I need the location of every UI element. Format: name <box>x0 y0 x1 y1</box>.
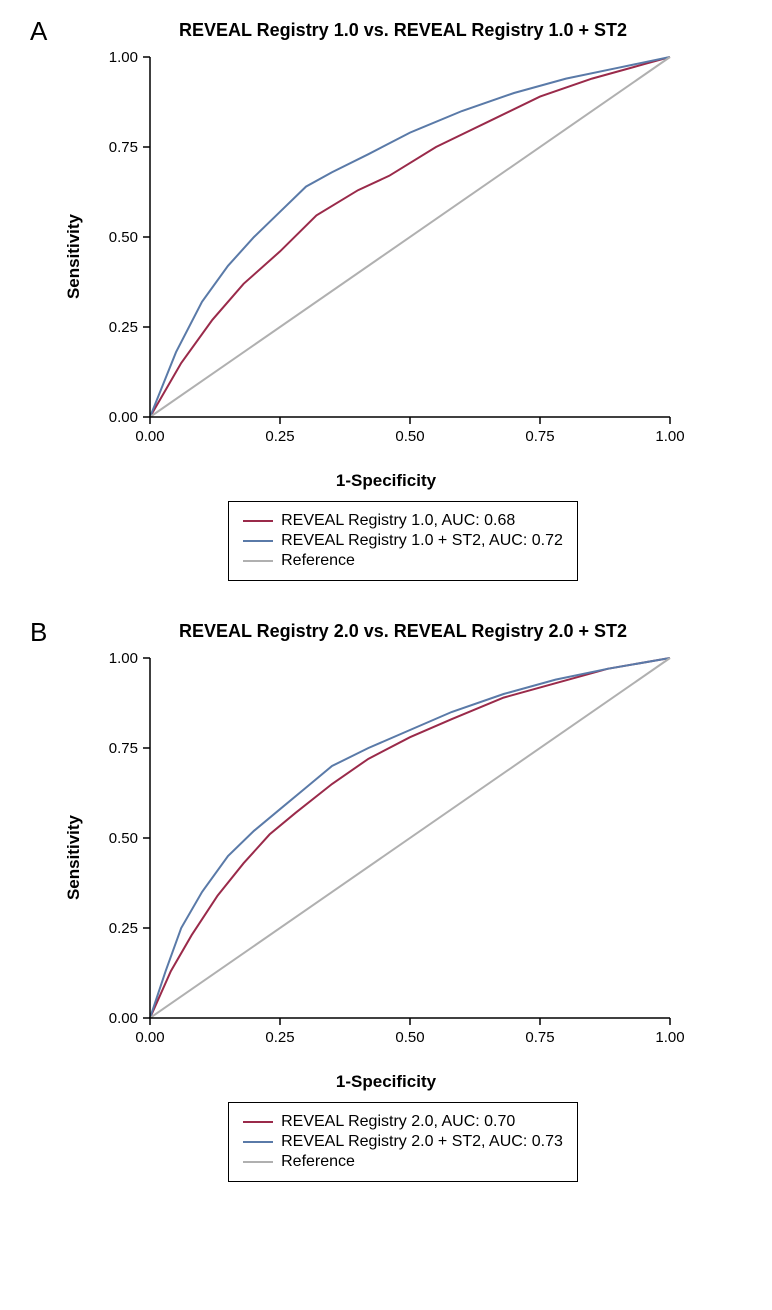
legend-swatch <box>243 1161 273 1163</box>
y-axis-label: Sensitivity <box>64 815 84 900</box>
x-tick-label: 1.00 <box>655 428 684 445</box>
y-tick-label: 0.75 <box>109 139 138 156</box>
legend-item: REVEAL Registry 1.0 + ST2, AUC: 0.72 <box>243 532 563 550</box>
legend: REVEAL Registry 2.0, AUC: 0.70 REVEAL Reg… <box>228 1102 578 1182</box>
x-tick-label: 1.00 <box>655 1029 684 1046</box>
panel-b: BREVEAL Registry 2.0 vs. REVEAL Registry… <box>30 621 742 1182</box>
x-axis-label: 1-Specificity <box>126 471 646 491</box>
x-tick-label: 0.25 <box>265 1029 294 1046</box>
legend-swatch <box>243 1121 273 1123</box>
panel-label: B <box>30 617 56 648</box>
chart-svg-wrap: 0.00 0.25 0.50 0.75 1.00 0.00 0.25 0.50 0.75 1.00 <box>88 47 690 467</box>
legend-swatch <box>243 1141 273 1143</box>
y-axis-label: Sensitivity <box>64 214 84 299</box>
legend-item: Reference <box>243 552 563 570</box>
x-tick-label: 0.25 <box>265 428 294 445</box>
y-tick-label: 0.75 <box>109 740 138 757</box>
chart-svg-wrap: 0.00 0.25 0.50 0.75 1.00 0.00 0.25 0.50 0.75 1.00 <box>88 648 690 1068</box>
x-tick-label: 0.75 <box>525 428 554 445</box>
roc-chart: 0.00 0.25 0.50 0.75 1.00 0.00 0.25 0.50 0.75 1.00 <box>88 47 690 467</box>
legend-label: REVEAL Registry 2.0, AUC: 0.70 <box>281 1113 515 1131</box>
y-tick-label: 0.00 <box>109 1010 138 1027</box>
legend-item: REVEAL Registry 2.0, AUC: 0.70 <box>243 1113 563 1131</box>
panel-a: AREVEAL Registry 1.0 vs. REVEAL Registry… <box>30 20 742 581</box>
legend-swatch <box>243 540 273 542</box>
legend-swatch <box>243 560 273 562</box>
legend: REVEAL Registry 1.0, AUC: 0.68 REVEAL Reg… <box>228 501 578 581</box>
legend-item: Reference <box>243 1153 563 1171</box>
legend-swatch <box>243 520 273 522</box>
x-tick-label: 0.00 <box>135 1029 164 1046</box>
legend-label: REVEAL Registry 1.0 + ST2, AUC: 0.72 <box>281 532 563 550</box>
y-tick-label: 0.00 <box>109 409 138 426</box>
y-tick-label: 0.50 <box>109 830 138 847</box>
roc-chart: 0.00 0.25 0.50 0.75 1.00 0.00 0.25 0.50 0.75 1.00 <box>88 648 690 1068</box>
legend-item: REVEAL Registry 1.0, AUC: 0.68 <box>243 512 563 530</box>
legend-label: REVEAL Registry 2.0 + ST2, AUC: 0.73 <box>281 1133 563 1151</box>
x-axis-label: 1-Specificity <box>126 1072 646 1092</box>
x-tick-label: 0.50 <box>395 428 424 445</box>
y-tick-label: 1.00 <box>109 650 138 667</box>
y-tick-label: 1.00 <box>109 49 138 66</box>
legend-label: Reference <box>281 1153 355 1171</box>
x-tick-label: 0.00 <box>135 428 164 445</box>
y-tick-label: 0.25 <box>109 920 138 937</box>
chart-title: REVEAL Registry 1.0 vs. REVEAL Registry … <box>64 20 742 41</box>
x-tick-label: 0.75 <box>525 1029 554 1046</box>
panel-label: A <box>30 16 56 47</box>
x-tick-label: 0.50 <box>395 1029 424 1046</box>
legend-label: REVEAL Registry 1.0, AUC: 0.68 <box>281 512 515 530</box>
chart-title: REVEAL Registry 2.0 vs. REVEAL Registry … <box>64 621 742 642</box>
y-tick-label: 0.50 <box>109 229 138 246</box>
y-tick-label: 0.25 <box>109 319 138 336</box>
legend-item: REVEAL Registry 2.0 + ST2, AUC: 0.73 <box>243 1133 563 1151</box>
legend-label: Reference <box>281 552 355 570</box>
